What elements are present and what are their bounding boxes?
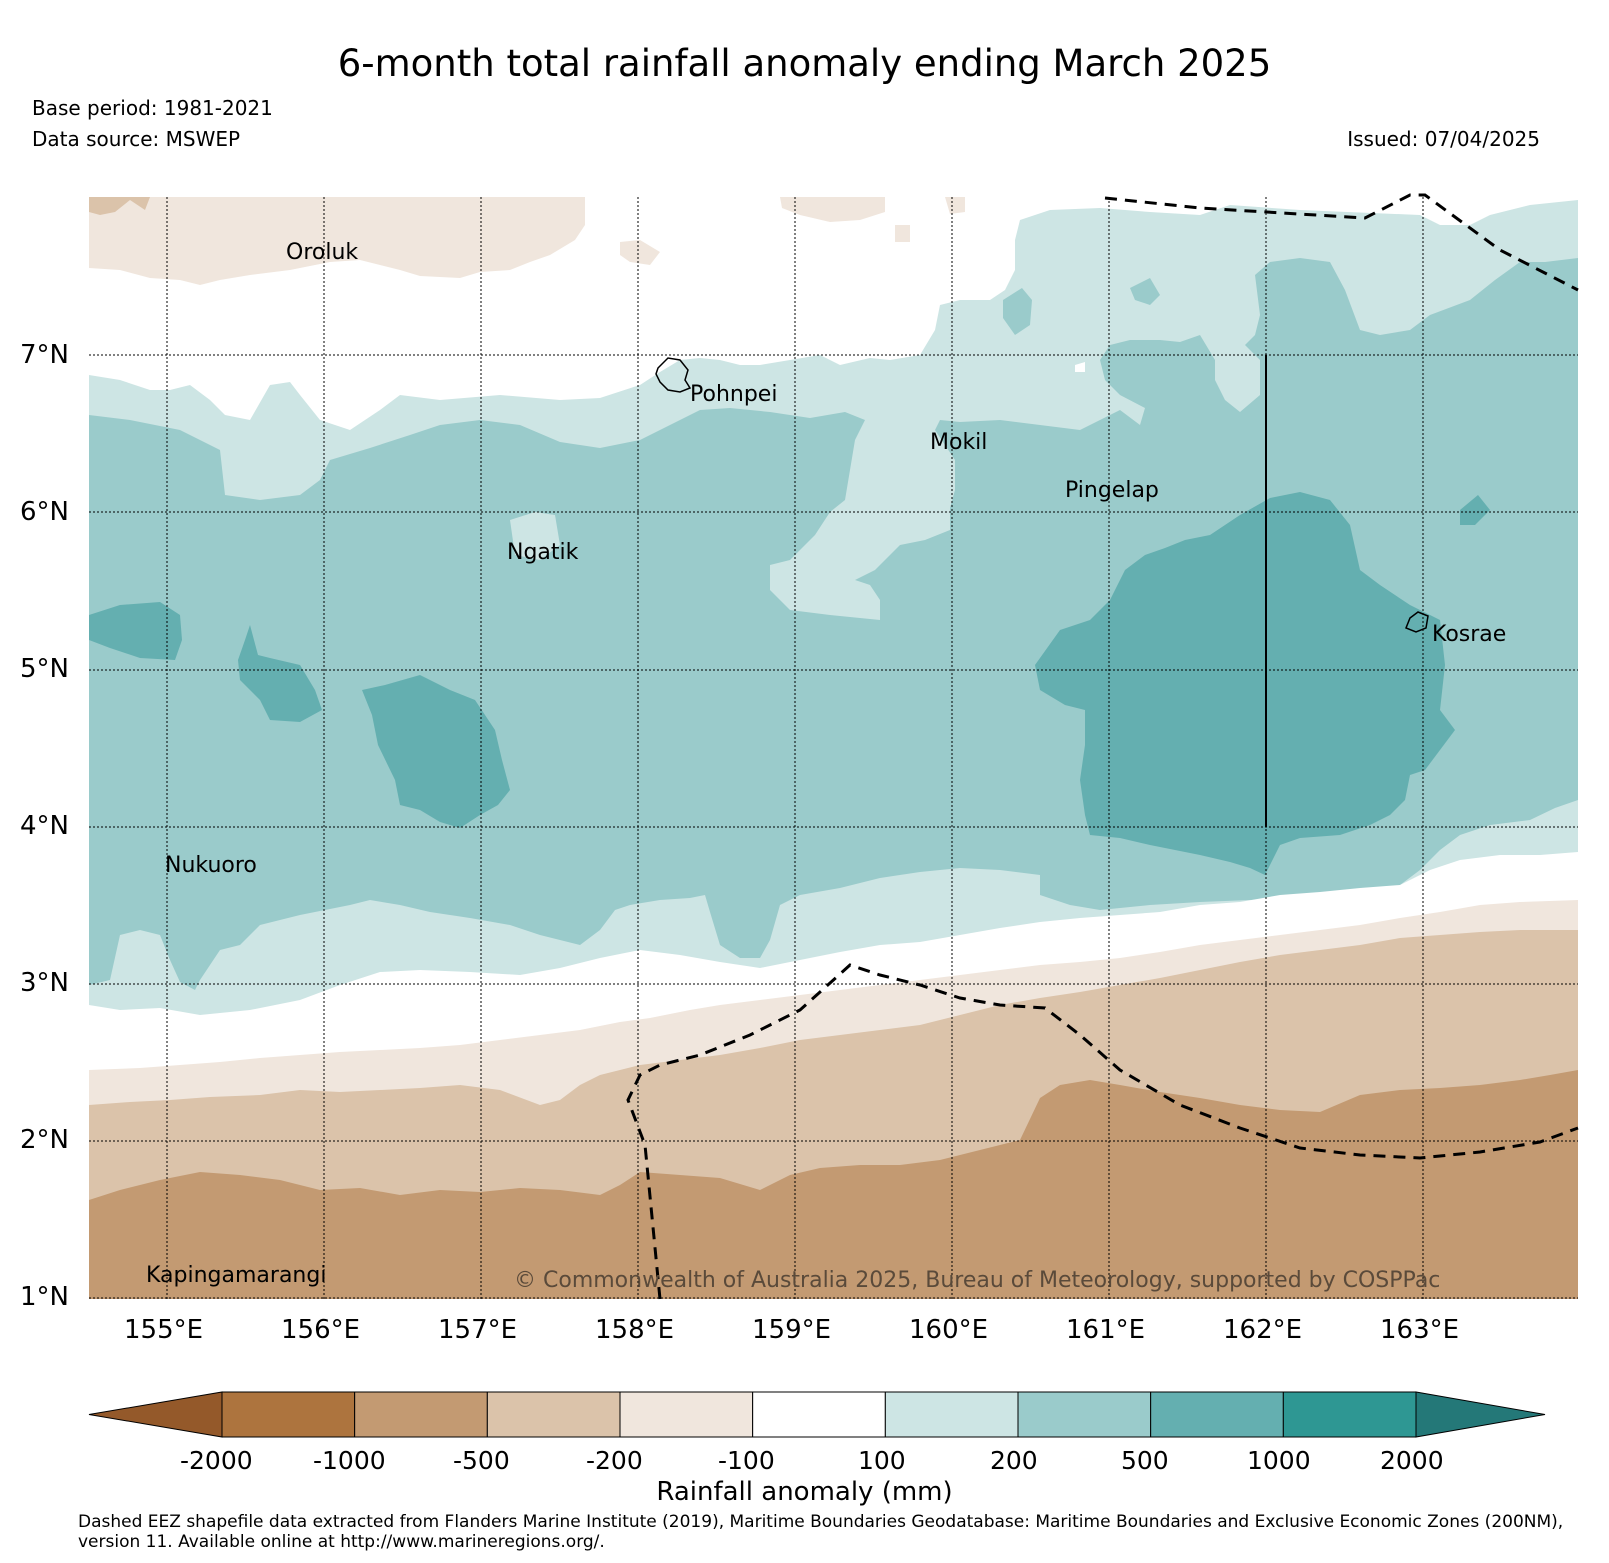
colorbar-tick-label: -100 [718,1446,775,1475]
colorbar-tick-label: 100 [858,1446,906,1475]
place-label-kosrae: Kosrae [1432,622,1507,647]
eez-boundary-north [1104,193,1579,292]
colorbar-tick-label: 1000 [1247,1446,1311,1475]
colorbar-title: Rainfall anomaly (mm) [656,1477,953,1507]
colorbar-extend-low [88,1391,223,1438]
lon-label-158e: 158°E [595,1315,675,1345]
anomaly-region-beige-northwest [89,197,585,285]
lat-label-4n: 4°N [20,811,69,841]
anomaly-region-dark-teal-central [362,675,510,828]
anomaly-region-beige-patch-2 [895,225,910,242]
anomaly-region-white-patch [1075,362,1085,372]
colorbar-segment [1282,1391,1417,1438]
colorbar-segment [486,1391,621,1438]
pohnpei-island-outline [655,357,692,393]
colorbar-tick-label: 2000 [1380,1446,1444,1475]
anomaly-region-dark-teal-west [89,602,182,660]
anomaly-region-tan-corner [89,197,150,215]
lon-label-161e: 161°E [1066,1315,1146,1345]
anomaly-region-brown-south [89,1070,1578,1299]
colorbar-tick-label: -2000 [180,1446,253,1475]
anomaly-region-medium-teal-patch [1003,288,1032,335]
anomaly-region-medium-teal-patch-2 [1130,278,1160,305]
place-label-oroluk: Oroluk [286,240,359,265]
lat-label-1n: 1°N [20,1282,69,1312]
lat-label-2n: 2°N [20,1125,69,1155]
colorbar-segment [619,1391,754,1438]
graticule [89,197,1578,1299]
colorbar-segment [884,1391,1019,1438]
colorbar-tick-label: 200 [990,1446,1038,1475]
anomaly-region-light-teal-ngatik [510,512,560,560]
place-label-pingelap: Pingelap [1065,478,1159,503]
place-label-pohnpei: Pohnpei [690,382,778,407]
copyright-notice: © Commonwealth of Australia 2025, Bureau… [514,1268,1441,1293]
colorbar-segment [354,1391,488,1438]
eez-boundaries [626,193,1579,1300]
anomaly-region-beige-patch [620,240,660,265]
kosrae-island-outline [1405,611,1429,633]
eez-boundary-south [626,963,1579,1300]
colorbar-segment [752,1391,886,1438]
colorbar-tick-label: 500 [1121,1446,1169,1475]
colorbar-segment [1150,1391,1284,1438]
lat-label-6n: 6°N [20,497,69,527]
map-fill-layer [89,197,1578,1299]
colorbar-extend-high [1415,1391,1546,1438]
base-period-label: Base period: 1981-2021 [32,96,273,120]
place-label-mokil: Mokil [930,430,988,455]
lon-label-155e: 155°E [124,1315,204,1345]
lon-label-157e: 157°E [438,1315,518,1345]
colorbar-tick-label: -500 [453,1446,510,1475]
anomaly-region-beige-north-center [780,197,885,222]
lon-label-160e: 160°E [909,1315,989,1345]
data-source-label: Data source: MSWEP [32,127,241,151]
footnote: Dashed EEZ shapefile data extracted from… [78,1512,1564,1552]
anomaly-region-beige-patch-3 [945,197,965,214]
issued-date-label: Issued: 07/04/2025 [1347,127,1540,151]
lat-label-3n: 3°N [20,968,69,998]
lat-label-7n: 7°N [20,340,69,370]
lat-label-5n: 5°N [20,654,69,684]
colorbar-segment [221,1391,356,1438]
place-label-kapingamarangi: Kapingamarangi [146,1263,327,1288]
lon-label-159e: 159°E [752,1315,832,1345]
colorbar [88,1391,1546,1438]
lon-label-162e: 162°E [1223,1315,1303,1345]
colorbar-tick-label: -200 [586,1446,643,1475]
anomaly-region-dark-teal-west-2 [238,625,322,722]
place-label-nukuoro: Nukuoro [165,853,257,878]
anomaly-region-white-south [89,852,1578,1088]
map-title: 6-month total rainfall anomaly ending Ma… [337,42,1272,85]
anomaly-region-dark-teal-east [1035,492,1455,875]
lon-label-156e: 156°E [281,1315,361,1345]
colorbar-tick-label: -1000 [313,1446,386,1475]
colorbar-segment [1017,1391,1152,1438]
lon-label-163e: 163°E [1380,1315,1460,1345]
anomaly-region-dark-teal-patch [1460,495,1490,525]
place-label-ngatik: Ngatik [507,540,579,565]
